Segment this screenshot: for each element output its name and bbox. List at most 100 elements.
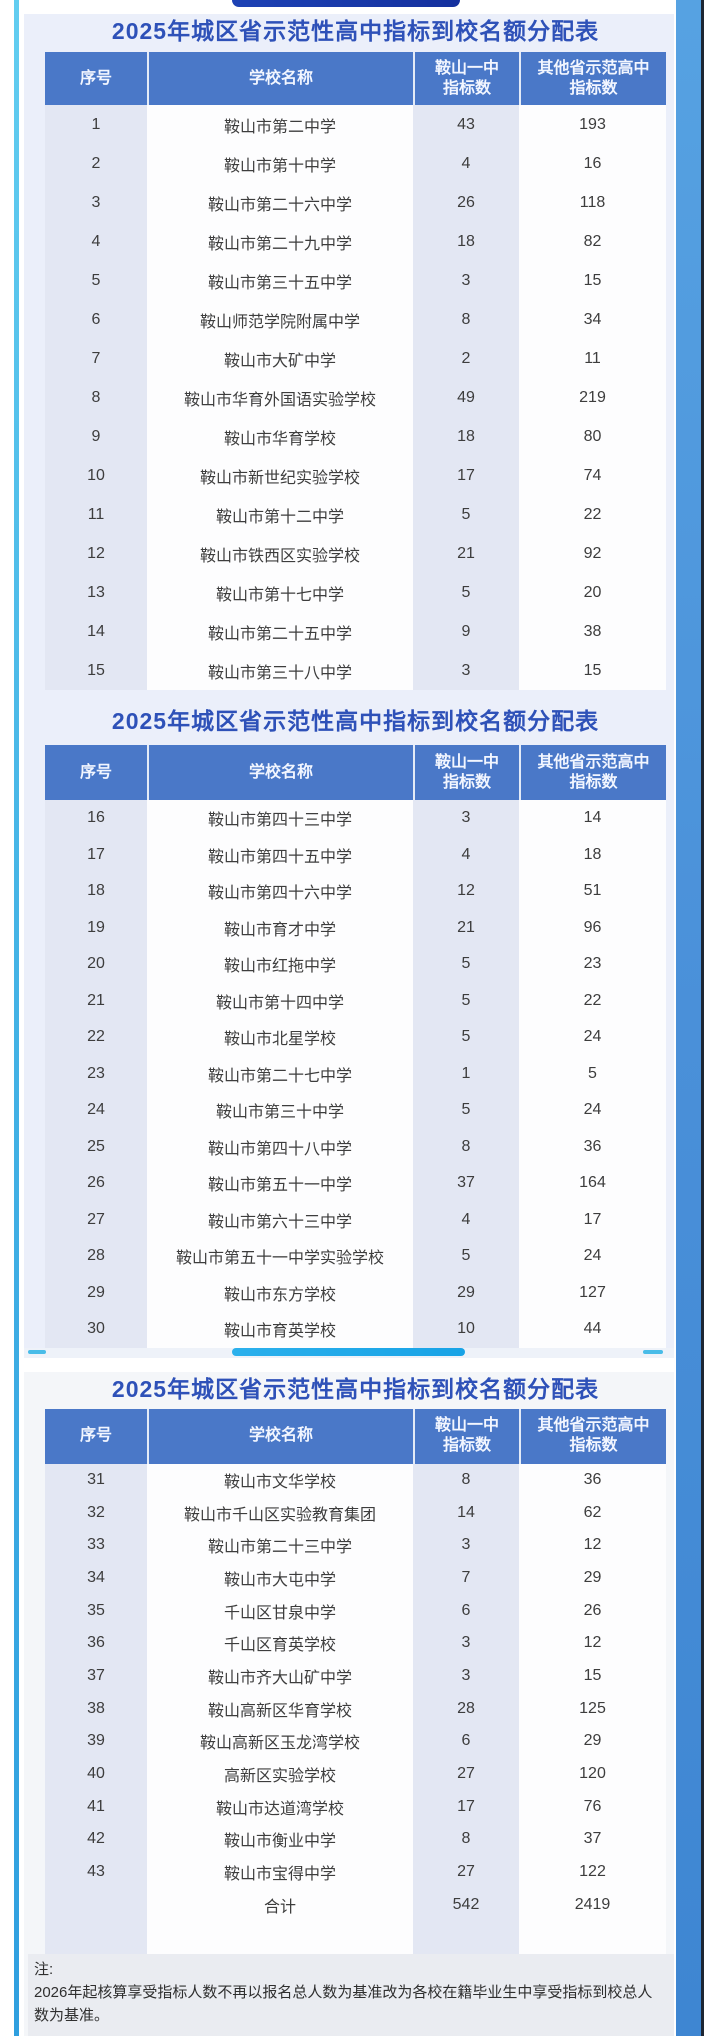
school-name-cell: 鞍山市红拖中学 <box>147 946 413 983</box>
seq-cell: 33 <box>45 1528 147 1562</box>
school-name-cell: 鞍山市第二十六中学 <box>147 183 413 222</box>
school-name-cell: 鞍山市第五十一中学 <box>147 1165 413 1202</box>
header-anshan-no1-quota: 鞍山一中 指标数 <box>413 1408 519 1464</box>
other-school-quota-cell: 12 <box>519 1626 666 1660</box>
anshan-no1-quota-cell: 14 <box>413 1496 519 1529</box>
seq-cell: 25 <box>45 1128 147 1165</box>
school-name-cell <box>147 1921 413 1955</box>
seq-cell: 2 <box>45 144 147 183</box>
other-school-quota-cell: 62 <box>519 1496 666 1529</box>
seq-cell: 12 <box>45 534 147 573</box>
right-edge-dark-strip <box>701 0 704 2036</box>
other-school-quota-cell: 74 <box>519 456 666 495</box>
seq-cell: 23 <box>45 1055 147 1092</box>
other-school-quota-cell: 118 <box>519 183 666 222</box>
school-name-cell: 鞍山市第四十六中学 <box>147 873 413 910</box>
seq-cell: 42 <box>45 1823 147 1856</box>
anshan-no1-quota-cell: 3 <box>413 261 519 300</box>
other-school-quota-cell: 24 <box>519 1019 666 1056</box>
table-row: 15 鞍山市第三十八中学 3 15 <box>45 651 666 690</box>
other-school-quota-cell: 76 <box>519 1790 666 1824</box>
table-row: 16 鞍山市第四十三中学 3 14 <box>45 800 666 837</box>
table-row: 17 鞍山市第四十五中学 4 18 <box>45 836 666 873</box>
anshan-no1-quota-cell: 8 <box>413 300 519 339</box>
anshan-no1-quota-cell: 8 <box>413 1463 519 1497</box>
table-row: 41 鞍山市达道湾学校 17 76 <box>45 1790 666 1824</box>
seq-cell: 38 <box>45 1692 147 1725</box>
table-row: 2 鞍山市第十中学 4 16 <box>45 144 666 183</box>
seq-cell: 4 <box>45 222 147 261</box>
seq-cell: 17 <box>45 836 147 873</box>
other-school-quota-cell <box>519 1921 666 1955</box>
anshan-no1-quota-cell: 5 <box>413 1238 519 1275</box>
anshan-no1-quota-cell: 49 <box>413 378 519 417</box>
school-name-cell: 鞍山市齐大山矿中学 <box>147 1659 413 1693</box>
anshan-no1-quota-cell: 5 <box>413 946 519 983</box>
anshan-no1-quota-cell: 27 <box>413 1757 519 1791</box>
seq-cell <box>45 1921 147 1955</box>
seq-cell: 31 <box>45 1463 147 1497</box>
seq-cell: 9 <box>45 417 147 456</box>
table-row: 31 鞍山市文华学校 8 36 <box>45 1463 666 1497</box>
quota-table-section-1: 2025年城区省示范性高中指标到校名额分配表 序号 学校名称 鞍山一中 指标数 … <box>24 14 674 690</box>
seq-cell: 14 <box>45 612 147 651</box>
anshan-no1-quota-cell: 6 <box>413 1594 519 1627</box>
school-name-cell: 千山区甘泉中学 <box>147 1594 413 1627</box>
other-school-quota-cell: 34 <box>519 300 666 339</box>
other-school-quota-cell: 92 <box>519 534 666 573</box>
school-name-cell: 鞍山市第六十三中学 <box>147 1201 413 1238</box>
anshan-no1-quota-cell: 10 <box>413 1311 519 1348</box>
anshan-no1-quota-cell: 3 <box>413 1626 519 1660</box>
table-row: 9 鞍山市华育学校 18 80 <box>45 417 666 456</box>
table: 序号 学校名称 鞍山一中 指标数 其他省示范高中 指标数 31 鞍山市文华学校 8 3… <box>45 1408 666 1955</box>
table-row: 25 鞍山市第四十八中学 8 36 <box>45 1128 666 1165</box>
header-seq: 序号 <box>79 763 112 781</box>
table-row: 43 鞍山市宝得中学 27 122 <box>45 1855 666 1889</box>
anshan-no1-quota-cell: 17 <box>413 456 519 495</box>
anshan-no1-quota-cell: 27 <box>413 1855 519 1889</box>
table-row: 13 鞍山市第十七中学 5 20 <box>45 573 666 612</box>
school-name-cell: 鞍山市第四十八中学 <box>147 1128 413 1165</box>
anshan-no1-quota-cell: 5 <box>413 982 519 1019</box>
table-title: 2025年城区省示范性高中指标到校名额分配表 <box>111 18 600 44</box>
school-name-cell: 鞍山市铁西区实验学校 <box>147 534 413 573</box>
table-row: 38 鞍山高新区华育学校 28 125 <box>45 1692 666 1725</box>
other-school-quota-cell: 22 <box>519 982 666 1019</box>
other-school-quota-cell: 219 <box>519 378 666 417</box>
school-name-cell: 鞍山市文华学校 <box>147 1463 413 1497</box>
other-school-quota-cell: 127 <box>519 1274 666 1311</box>
other-school-quota-cell: 36 <box>519 1128 666 1165</box>
table-row: 合计 542 2419 <box>45 1888 666 1922</box>
table-row: 10 鞍山市新世纪实验学校 17 74 <box>45 456 666 495</box>
quota-table-section-2: 2025年城区省示范性高中指标到校名额分配表 序号 学校名称 鞍山一中 指标数 … <box>24 704 674 1348</box>
table-header-row: 序号 学校名称 鞍山一中 指标数 其他省示范高中 指标数 <box>45 52 666 105</box>
seq-cell: 22 <box>45 1019 147 1056</box>
other-school-quota-cell: 5 <box>519 1055 666 1092</box>
seq-cell: 21 <box>45 982 147 1019</box>
table-title: 2025年城区省示范性高中指标到校名额分配表 <box>111 1375 600 1402</box>
footnote-label: 注: <box>34 1961 54 1979</box>
table-title: 2025年城区省示范性高中指标到校名额分配表 <box>111 708 600 734</box>
other-school-quota-cell: 96 <box>519 909 666 946</box>
school-name-cell: 鞍山市育英学校 <box>147 1311 413 1348</box>
table-row: 33 鞍山市第二十三中学 3 12 <box>45 1528 666 1562</box>
seq-cell: 35 <box>45 1594 147 1627</box>
quota-table-section-3: 2025年城区省示范性高中指标到校名额分配表 序号 学校名称 鞍山一中 指标数 … <box>24 1372 674 1955</box>
seq-cell: 5 <box>45 261 147 300</box>
table-row: 30 鞍山市育英学校 10 44 <box>45 1311 666 1348</box>
seq-cell: 19 <box>45 909 147 946</box>
table-row: 22 鞍山市北星学校 5 24 <box>45 1019 666 1056</box>
school-name-cell: 鞍山市第四十三中学 <box>147 800 413 837</box>
table-row: 40 高新区实验学校 27 120 <box>45 1757 666 1791</box>
table: 序号 学校名称 鞍山一中 指标数 其他省示范高中 指标数 1 鞍山市第二中学 43 1… <box>45 52 666 690</box>
seq-cell: 34 <box>45 1561 147 1595</box>
seq-cell <box>45 1888 147 1922</box>
school-name-cell: 鞍山市大矿中学 <box>147 339 413 378</box>
seq-cell: 40 <box>45 1757 147 1791</box>
school-name-cell: 鞍山师范学院附属中学 <box>147 300 413 339</box>
table-row: 4 鞍山市第二十九中学 18 82 <box>45 222 666 261</box>
lower-panel: 2025年城区省示范性高中指标到校名额分配表 序号 学校名称 鞍山一中 指标数 … <box>24 1371 674 2036</box>
anshan-no1-quota-cell: 18 <box>413 222 519 261</box>
other-school-quota-cell: 11 <box>519 339 666 378</box>
anshan-no1-quota-cell: 8 <box>413 1823 519 1856</box>
